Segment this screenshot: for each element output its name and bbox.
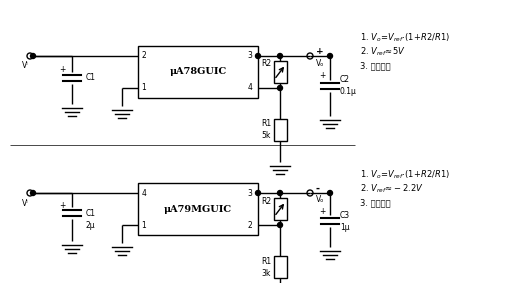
Text: 2μ: 2μ: [86, 220, 96, 230]
Circle shape: [328, 190, 332, 196]
Text: +: +: [316, 46, 323, 55]
Text: 1. $V_o\!=\!V_{ref}{\cdot}(1\!+\!R2/R1)$: 1. $V_o\!=\!V_{ref}{\cdot}(1\!+\!R2/R1)$: [360, 32, 450, 44]
Text: 3. 负极接地: 3. 负极接地: [360, 61, 391, 70]
Circle shape: [256, 190, 260, 196]
Text: 1: 1: [142, 220, 146, 230]
Bar: [138, 183, 258, 235]
Text: +: +: [319, 207, 325, 215]
Text: 0.1μ: 0.1μ: [340, 87, 357, 97]
Bar: [274, 119, 287, 141]
Circle shape: [328, 53, 332, 59]
Text: μA78GUIC: μA78GUIC: [170, 68, 227, 76]
Text: 2: 2: [247, 220, 252, 230]
Text: 5k: 5k: [261, 132, 271, 140]
Circle shape: [278, 222, 282, 228]
Text: 2. $V_{ref}\!\approx\!-2.2V$: 2. $V_{ref}\!\approx\!-2.2V$: [360, 183, 424, 195]
Bar: [274, 61, 287, 83]
Text: +: +: [59, 65, 65, 74]
Circle shape: [256, 53, 260, 59]
Text: 3k: 3k: [261, 269, 271, 278]
Text: 4: 4: [247, 83, 252, 93]
Circle shape: [278, 53, 282, 59]
Text: +: +: [59, 200, 65, 209]
Bar: [138, 46, 258, 98]
Text: Vₒ: Vₒ: [316, 59, 324, 68]
Text: 2: 2: [142, 52, 146, 61]
Circle shape: [278, 190, 282, 196]
Circle shape: [278, 85, 282, 91]
Text: μA79MGUIC: μA79MGUIC: [164, 205, 232, 213]
Text: C1: C1: [86, 74, 96, 83]
Text: 2. $V_{ref}\!\approx\!5V$: 2. $V_{ref}\!\approx\!5V$: [360, 46, 406, 58]
Bar: [274, 198, 287, 220]
Circle shape: [30, 190, 36, 196]
Text: +: +: [319, 72, 325, 80]
Text: -: -: [316, 184, 320, 194]
Text: R1: R1: [261, 256, 271, 265]
Text: Vᴵ: Vᴵ: [22, 198, 28, 207]
Text: 1: 1: [142, 83, 146, 93]
Bar: [274, 256, 287, 278]
Circle shape: [30, 53, 36, 59]
Text: C3: C3: [340, 211, 350, 220]
Text: Vₒ: Vₒ: [316, 196, 324, 205]
Text: 3: 3: [247, 52, 252, 61]
Text: 3. 正极接地: 3. 正极接地: [360, 198, 391, 207]
Text: Vᴵ: Vᴵ: [22, 61, 28, 70]
Text: R2: R2: [261, 59, 271, 68]
Text: C1: C1: [86, 209, 96, 218]
Text: 4: 4: [142, 188, 146, 198]
Text: 1. $V_o\!=\!V_{ref}{\cdot}(1\!+\!R2/R1)$: 1. $V_o\!=\!V_{ref}{\cdot}(1\!+\!R2/R1)$: [360, 169, 450, 181]
Text: 1μ: 1μ: [340, 222, 350, 231]
Text: 3: 3: [247, 188, 252, 198]
Text: R2: R2: [261, 196, 271, 205]
Text: R1: R1: [261, 119, 271, 128]
Text: C2: C2: [340, 76, 350, 85]
